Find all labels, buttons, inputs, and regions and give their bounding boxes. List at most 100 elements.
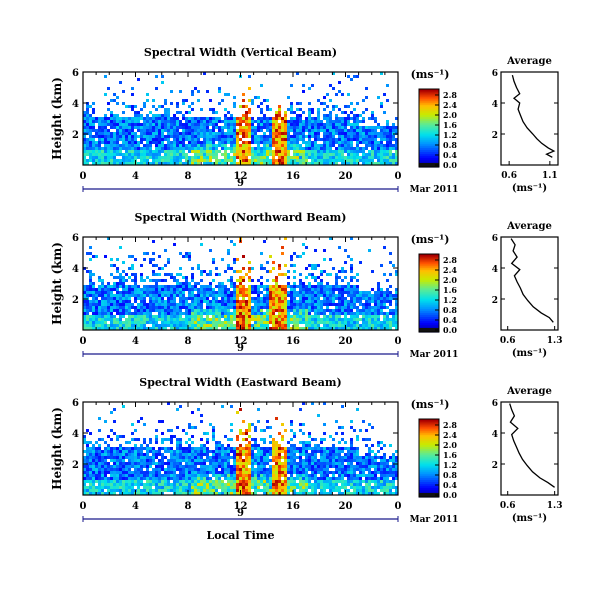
heatmap-cell [380,297,383,300]
heatmap-cell [308,324,311,327]
heatmap-cell [266,135,269,138]
heatmap-cell [281,303,284,306]
heatmap-cell [305,285,308,288]
heatmap-cell [155,291,158,294]
heatmap-cell [356,114,359,117]
heatmap-cell [215,123,218,126]
heatmap-cell [221,162,224,165]
heatmap-cell [392,309,395,312]
heatmap-cell [146,114,149,117]
heatmap-cell [164,324,167,327]
heatmap-cell [167,129,170,132]
heatmap-cell [131,288,134,291]
heatmap-cell [158,141,161,144]
heatmap-cell [266,138,269,141]
heatmap-cell [263,324,266,327]
heatmap-cell [125,123,128,126]
heatmap-cell [86,144,89,147]
heatmap-cell [128,471,131,474]
heatmap-cell [110,438,113,441]
heatmap-cell [86,456,89,459]
heatmap-cell [254,150,257,153]
heatmap-cell [230,315,233,318]
colorbar-step [419,320,439,323]
heatmap-cell [224,312,227,315]
heatmap-cell [242,291,245,294]
heatmap-cell [251,138,254,141]
heatmap-cell [233,477,236,480]
heatmap-cell [266,483,269,486]
heatmap-cell [329,153,332,156]
heatmap-cell [137,78,140,81]
heatmap-cell [197,300,200,303]
heatmap-cell [326,150,329,153]
colorbar-step [419,257,439,261]
heatmap-cell [257,294,260,297]
heatmap-cell [95,150,98,153]
colorbar-step [419,100,439,104]
heatmap-cell [89,144,92,147]
heatmap-cell [368,303,371,306]
heatmap-cell [299,282,302,285]
heatmap-cell [251,297,254,300]
heatmap-cell [365,291,368,294]
heatmap-cell [341,141,344,144]
heatmap-cell [296,129,299,132]
heatmap-cell [248,435,251,438]
heatmap-cell [209,324,212,327]
heatmap-cell [257,483,260,486]
heatmap-cell [137,480,140,483]
heatmap-cell [275,144,278,147]
heatmap-cell [176,489,179,492]
heatmap-cell [314,117,317,120]
heatmap-cell [143,252,146,255]
heatmap-cell [182,150,185,153]
heatmap-cell [353,288,356,291]
heatmap-cell [347,162,350,165]
heatmap-cell [374,138,377,141]
heatmap-cell [230,312,233,315]
heatmap-cell [383,132,386,135]
heatmap-cell [245,162,248,165]
heatmap-cell [338,246,341,249]
heatmap-cell [146,483,149,486]
heatmap-cell [338,285,341,288]
heatmap-cell [314,327,317,330]
heatmap-cell [206,453,209,456]
heatmap-cell [227,120,230,123]
heatmap-cell [140,468,143,471]
heatmap-cell [140,318,143,321]
heatmap-cell [215,153,218,156]
heatmap-cell [347,288,350,291]
colorbar-step [419,293,439,296]
heatmap-cell [236,153,239,156]
heatmap-cell [266,153,269,156]
heatmap-cell [224,327,227,330]
colorbar-frame [418,253,440,333]
heatmap-cell [260,456,263,459]
heatmap-cell [194,315,197,318]
heatmap-cell [170,144,173,147]
heatmap-cell [230,468,233,471]
heatmap-cell [308,327,311,330]
heatmap-cell [245,111,248,114]
heatmap-cell [200,465,203,468]
heatmap-cell [134,276,137,279]
heatmap-cell [236,147,239,150]
heatmap-cell [374,318,377,321]
heatmap-cell [272,135,275,138]
heatmap-cell [290,321,293,324]
heatmap-cell [146,474,149,477]
heatmap-cell [155,483,158,486]
heatmap-cell [317,126,320,129]
heatmap-cell [176,162,179,165]
heatmap-cell [113,135,116,138]
heatmap-cell [353,135,356,138]
heatmap-cell [308,264,311,267]
heatmap-cell [242,132,245,135]
heatmap-cell [83,312,86,315]
heatmap-cell [107,315,110,318]
heatmap-cell [344,129,347,132]
heatmap-cell [254,426,257,429]
heatmap-cell [146,132,149,135]
